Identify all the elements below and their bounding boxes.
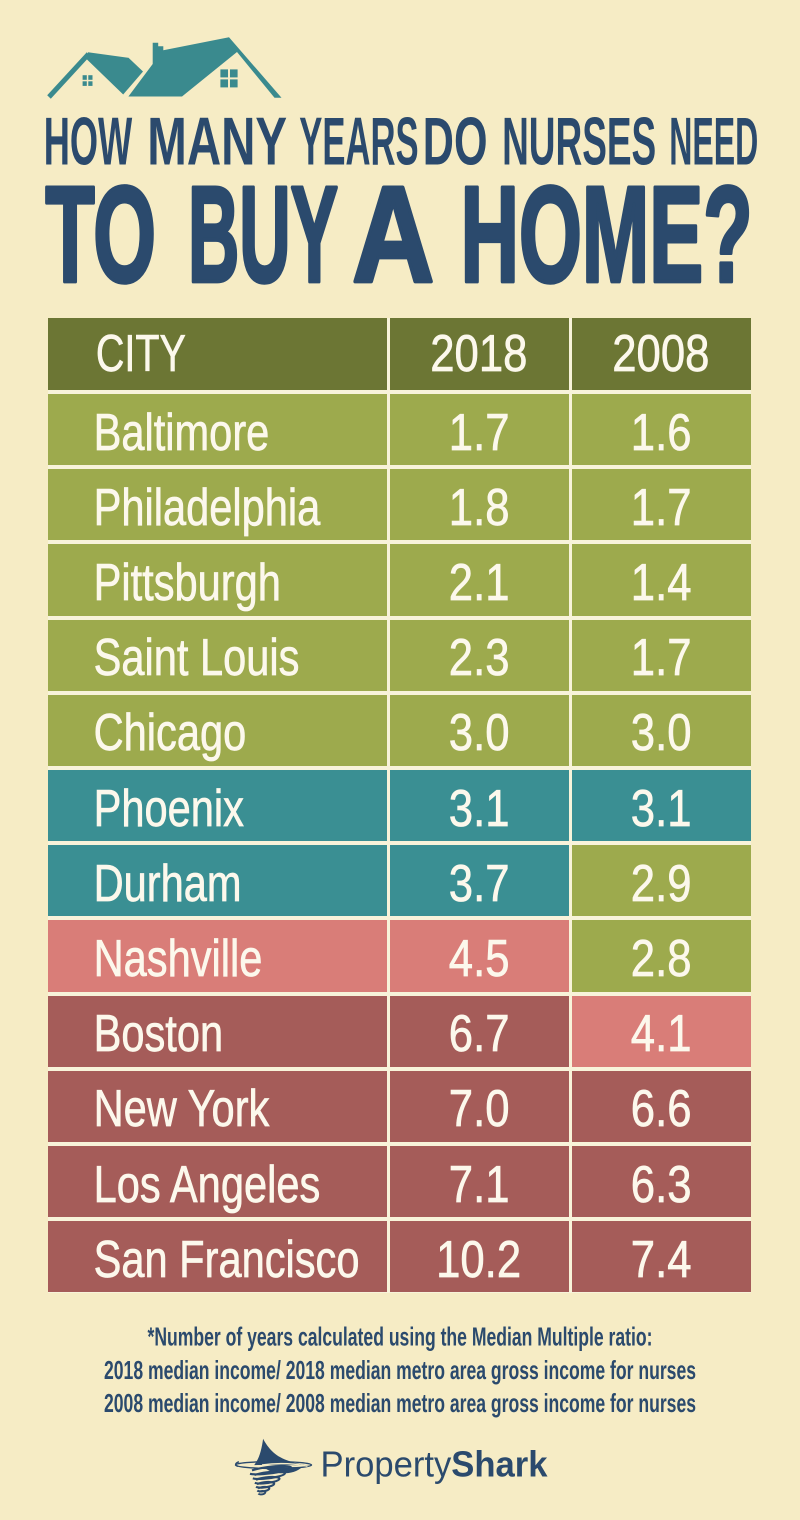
svg-text:NEED: NEED bbox=[669, 103, 758, 179]
svg-text:*Number of years calculated us: *Number of years calculated using the Me… bbox=[148, 1321, 653, 1351]
svg-text:BUY: BUY bbox=[188, 157, 338, 310]
svg-text:MANY: MANY bbox=[147, 103, 287, 179]
svg-text:DO: DO bbox=[423, 103, 488, 179]
svg-text:TO: TO bbox=[45, 157, 156, 310]
svg-text:2018 median income/ 2018 media: 2018 median income/ 2018 median metro ar… bbox=[104, 1355, 696, 1385]
svg-text:YEARS: YEARS bbox=[299, 103, 418, 179]
svg-text:A: A bbox=[352, 157, 434, 310]
svg-text:HOW: HOW bbox=[44, 103, 133, 179]
svg-text:HOME?: HOME? bbox=[461, 157, 753, 310]
svg-text:NURSES: NURSES bbox=[502, 103, 656, 179]
svg-text:2008 median income/ 2008 media: 2008 median income/ 2008 median metro ar… bbox=[104, 1388, 696, 1418]
svg-text:PropertyShark: PropertyShark bbox=[321, 1444, 549, 1485]
